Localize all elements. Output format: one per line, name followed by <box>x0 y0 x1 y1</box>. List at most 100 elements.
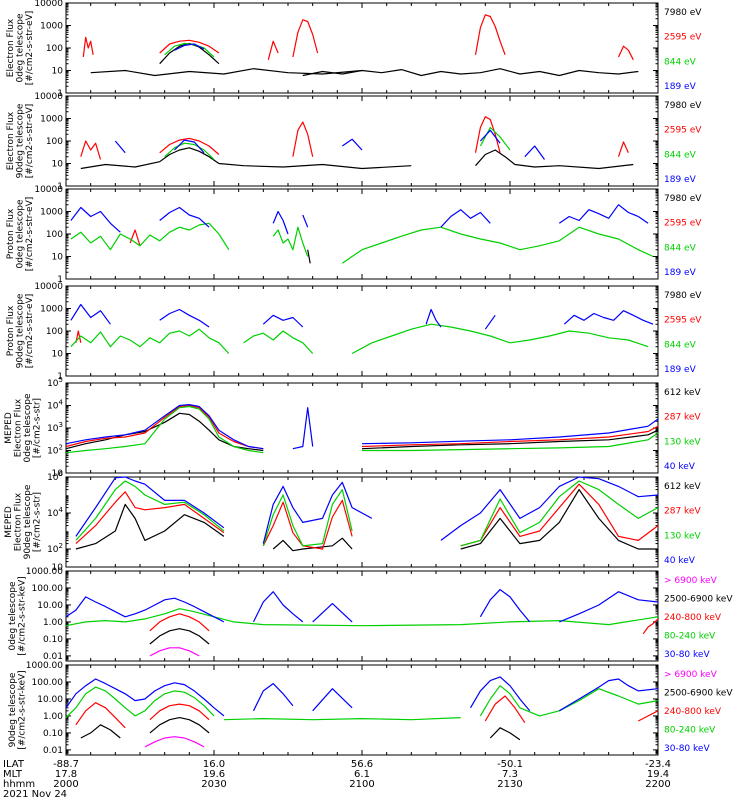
y-tick-label: 1.00 <box>43 618 63 628</box>
series-line <box>149 716 210 734</box>
series-line <box>479 126 511 151</box>
legend-entry: 2595 eV <box>664 33 702 43</box>
legend-entry: 7980 eV <box>664 101 702 111</box>
legend-entry: 2500-6900 keV <box>664 689 733 699</box>
series-line <box>149 613 210 632</box>
series-line <box>262 314 304 328</box>
y-axis-title-line: 90deg telescope <box>8 672 18 747</box>
series-line <box>489 727 521 741</box>
series-line <box>174 139 205 154</box>
y-axis-title-line: MEPED <box>4 506 14 538</box>
series-line <box>469 676 531 712</box>
series-line <box>75 476 225 537</box>
series-line <box>559 591 659 623</box>
legend-entry: 287 keV <box>664 507 701 517</box>
series-line <box>341 138 363 151</box>
y-axis-title-line: Proton Flux <box>6 305 16 356</box>
series-line <box>307 249 311 264</box>
series-line <box>524 145 545 160</box>
footer-label-mlt: MLT <box>3 769 23 780</box>
footer-label-ilat: ILAT <box>3 759 25 770</box>
y-tick-label: 100.00 <box>32 678 64 688</box>
y-tick-label: 100.00 <box>32 584 64 594</box>
series-line <box>425 308 442 328</box>
y-axis-title-line: [#/cm2-s-str-eV] <box>25 104 35 179</box>
y-tick-label: 10000 <box>34 0 63 9</box>
legend-entry: 844 eV <box>664 57 697 67</box>
y-tick-label: 1 <box>57 372 63 382</box>
legend-entry: 40 keV <box>664 556 696 566</box>
y-tick-label: 1000.00 <box>26 661 63 671</box>
series-line <box>474 116 501 153</box>
series-line <box>460 483 659 547</box>
y-tick-label: 10 <box>52 350 64 360</box>
y-axis-title-line: 90deg telescope <box>16 103 26 178</box>
y-axis-title-line: [#/cm2-s-str-keV] <box>18 576 28 655</box>
legend-entry: 844 eV <box>664 340 697 350</box>
y-tick-label: 10 <box>52 469 64 479</box>
y-tick-label: 10000 <box>34 92 63 102</box>
series-line <box>164 142 215 160</box>
series-line <box>223 717 461 721</box>
series-line <box>292 19 319 58</box>
series-line <box>75 503 225 550</box>
footer-ilat-tick: 16.0 <box>203 759 225 770</box>
y-axis-title-line: MEPED <box>4 412 14 444</box>
legend-entry: 7980 eV <box>664 194 702 204</box>
series-line <box>114 140 126 154</box>
panel-frame <box>65 382 659 474</box>
series-line <box>75 491 225 545</box>
y-tick-label: 104 <box>47 506 63 519</box>
footer-ilat-tick: -88.7 <box>53 759 79 770</box>
y-axis-title-line: [#/cm2-s-str-eV] <box>25 11 35 86</box>
y-axis-title-line: [#/cm2-s-str-keV] <box>18 670 28 749</box>
legend-entry: 240-800 keV <box>664 613 722 623</box>
y-tick-label: 1.00 <box>43 712 63 722</box>
y-tick-label: 1000 <box>40 22 63 32</box>
series-line <box>144 736 205 748</box>
legend-entry: 189 eV <box>664 82 697 92</box>
y-tick-label: 102 <box>47 542 63 555</box>
y-tick-label: 103 <box>47 421 63 434</box>
series-line <box>302 214 309 228</box>
footer-hhmm-tick: 2200 <box>645 779 670 790</box>
panel-p2: 1 10 100 1000 10000 Electron Flux 90deg telesc… <box>6 92 702 192</box>
series-line <box>351 323 649 355</box>
y-tick-label: 10000 <box>34 282 63 292</box>
y-axis-title-line: Electron Flux <box>14 398 24 457</box>
y-tick-label: 100 <box>46 230 63 240</box>
y-axis-title-line: 0deg telescope <box>16 199 26 269</box>
series-line <box>361 418 659 445</box>
y-axis-title-line: [#/cm2-s-str-eV] <box>25 197 35 272</box>
y-axis-title-line: 0deg telescope <box>23 393 33 463</box>
series-line <box>479 129 501 144</box>
panel-p4: 1 10 100 1000 10000 Proton Flux 90deg telescop… <box>6 282 702 382</box>
footer-date: 2021 Nov 24 <box>3 789 67 800</box>
legend-entry: 2595 eV <box>664 316 702 326</box>
series-line <box>149 628 210 645</box>
series-line <box>440 209 491 228</box>
y-tick-label: 10 <box>52 160 64 170</box>
y-tick-label: 100 <box>46 327 63 337</box>
series-line <box>80 140 102 160</box>
y-tick-label: 102 <box>47 444 63 457</box>
series-line <box>252 591 304 623</box>
footer-hhmm-tick: 2100 <box>349 779 374 790</box>
footer-mlt-tick: 19.6 <box>203 769 225 780</box>
series-group <box>70 303 654 355</box>
series-line <box>82 36 94 58</box>
series-line <box>267 40 279 60</box>
panel-frame <box>65 95 659 187</box>
y-axis-title-line: [#/cm2-s-str] <box>33 398 43 458</box>
series-line <box>563 310 654 325</box>
y-axis-title-line: Electron Flux <box>6 111 16 170</box>
panel-frame <box>65 476 659 568</box>
series-line <box>312 688 353 712</box>
panel-p3: 1 10 100 1000 10000 Proton Flux 0deg telescope… <box>6 185 702 285</box>
legend-entry: 189 eV <box>664 268 697 278</box>
series-line <box>75 330 82 343</box>
y-tick-label: 10.00 <box>37 695 63 705</box>
series-line <box>252 682 294 712</box>
